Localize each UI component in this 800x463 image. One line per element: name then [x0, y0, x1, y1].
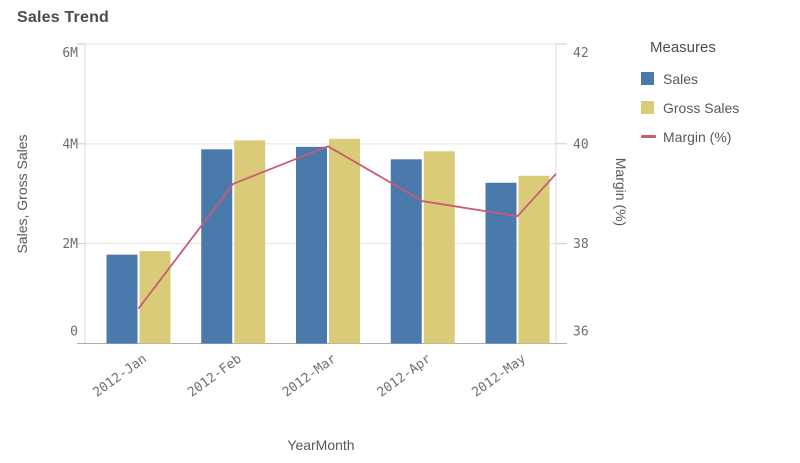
axis-tick-label: 36 — [573, 325, 589, 340]
margin-line-icon — [641, 135, 656, 138]
sales-bar-2012-Apr[interactable] — [390, 159, 422, 344]
gross-sales-swatch-icon — [641, 101, 654, 114]
axis-tick-label: 42 — [573, 46, 589, 61]
legend-item-gross-sales[interactable]: Gross Sales — [641, 93, 791, 122]
axis-tick-label: 6M — [62, 46, 78, 61]
category-label-layer: 2012-Jan 2012-Feb 2012-Mar 2012-Apr 2012-May — [90, 352, 529, 401]
line-layer — [137, 145, 557, 310]
legend: Measures Sales Gross Sales Margin (%) — [641, 39, 791, 151]
category-label-2012-Feb[interactable]: 2012-Feb — [185, 352, 245, 401]
gross-sales-bar-2012-May[interactable] — [518, 175, 550, 344]
combo-chart: 0 2M 4M 6M 36 38 40 42 2012-Jan 2012-Feb 2012-Mar… — [14, 43, 629, 453]
legend-item-margin[interactable]: Margin (%) — [641, 122, 791, 151]
legend-item-label: Margin (%) — [663, 128, 732, 145]
axis-tick-label: 40 — [573, 137, 589, 152]
gross-sales-bar-2012-Apr[interactable] — [423, 151, 455, 344]
sales-bar-2012-Jan[interactable] — [106, 254, 138, 344]
category-label-2012-May[interactable]: 2012-May — [469, 352, 529, 401]
axis-tick-label: 4M — [62, 137, 78, 152]
margin-line[interactable] — [137, 145, 557, 310]
right-axis-title: Margin (%) — [613, 158, 629, 226]
legend-item-label: Sales — [663, 70, 699, 87]
gross-sales-bar-2012-Jan[interactable] — [139, 251, 171, 344]
chart-title: Sales Trend — [17, 9, 110, 26]
left-axis-title: Sales, Gross Sales — [14, 134, 30, 253]
sales-bar-2012-Mar[interactable] — [296, 146, 327, 344]
sales-bar-2012-May[interactable] — [485, 182, 517, 344]
gross-sales-bar-2012-Mar[interactable] — [329, 138, 360, 344]
tick-label-layer: 0 2M 4M 6M 36 38 40 42 — [62, 46, 588, 340]
axis-tick-label: 0 — [70, 325, 78, 340]
sales-bar-2012-Feb[interactable] — [201, 149, 233, 344]
category-label-2012-Apr[interactable]: 2012-Apr — [375, 352, 435, 401]
category-label-2012-Jan[interactable]: 2012-Jan — [90, 352, 149, 401]
sales-swatch-icon — [641, 72, 654, 85]
category-label-2012-Mar[interactable]: 2012-Mar — [280, 352, 340, 401]
axis-tick-label: 2M — [62, 237, 78, 252]
x-axis-title: YearMonth — [287, 437, 354, 453]
legend-title: Measures — [650, 39, 716, 56]
axis-tick-label: 38 — [573, 237, 589, 252]
bar-layer — [106, 138, 550, 344]
legend-item-sales[interactable]: Sales — [641, 64, 791, 93]
legend-item-label: Gross Sales — [663, 99, 740, 116]
gross-sales-bar-2012-Feb[interactable] — [234, 140, 266, 344]
